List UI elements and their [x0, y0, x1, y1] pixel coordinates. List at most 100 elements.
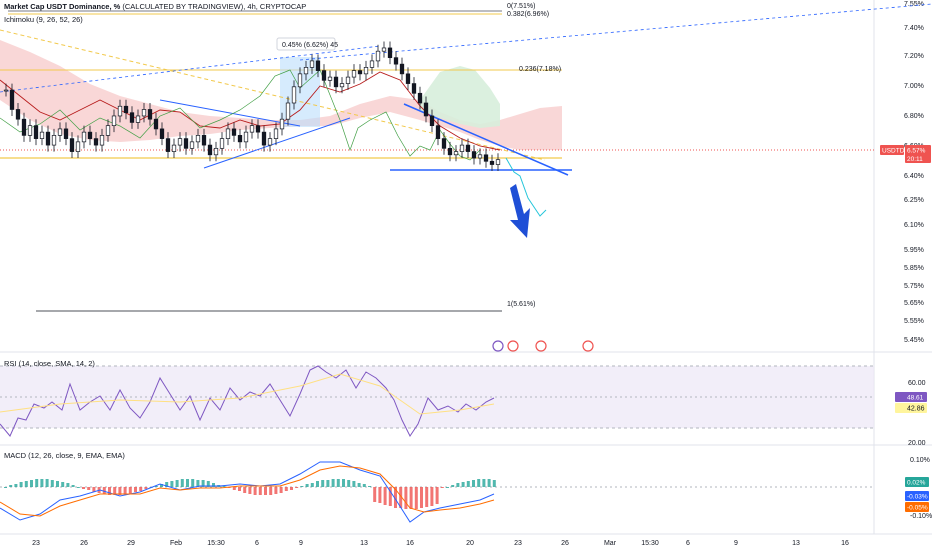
macd-histogram-bar	[383, 487, 387, 505]
candle-body	[123, 105, 129, 114]
rsi-tick-label: 20.00	[908, 440, 926, 447]
macd-histogram-bar	[300, 486, 304, 487]
candle-body	[159, 128, 165, 139]
price-tick-label: 5.55%	[904, 318, 924, 325]
macd-histogram-bar	[456, 483, 460, 487]
macd-histogram-bar	[295, 487, 299, 488]
macd-histogram-bar	[160, 484, 163, 487]
candle-body	[255, 125, 261, 133]
candle-body	[201, 135, 207, 146]
macd-histogram-bar	[331, 479, 335, 487]
candle-body	[27, 125, 33, 136]
candle-body	[327, 76, 333, 81]
time-tick-label: 13	[792, 540, 800, 547]
dashed-trend-line-long	[299, 3, 932, 61]
fib-label-0382: 0.382(6.96%)	[507, 11, 549, 18]
macd-histogram-bar	[477, 479, 481, 487]
candle-body	[465, 144, 471, 152]
rsi-tag-bg	[895, 392, 927, 402]
candle-body	[171, 144, 177, 152]
macd-histogram-bar	[134, 487, 137, 492]
macd-histogram-bar	[45, 479, 49, 487]
macd-histogram-bar	[284, 487, 288, 491]
macd-histogram-bar	[482, 479, 486, 487]
macd-histogram-bar	[357, 483, 361, 487]
time-tick-label: 9	[734, 540, 738, 547]
candle-body	[381, 47, 387, 52]
bearish-arrow	[510, 184, 530, 238]
macd-histogram-bar	[487, 479, 491, 487]
candle-body	[105, 125, 111, 136]
macd-histogram-bar	[352, 481, 356, 487]
candle-body	[303, 67, 309, 75]
macd-legend[interactable]: MACD (12, 26, close, 9, EMA, EMA)	[4, 451, 125, 460]
candle-body	[351, 70, 357, 78]
macd-histogram-bar	[420, 487, 423, 508]
time-tick-label: 29	[127, 540, 135, 547]
candle-body	[57, 128, 63, 136]
rsi-sma-value-tag: 42.86	[907, 406, 925, 413]
fib-label-0236: 0.236(7.18%)	[519, 66, 561, 73]
macd-histogram-bar	[118, 487, 122, 495]
price-tag: 6.57%	[907, 148, 926, 155]
candle-body	[45, 131, 51, 146]
macd-histogram-bar	[24, 481, 28, 487]
event-economic-icon	[535, 340, 547, 352]
macd-histogram-bar	[113, 487, 117, 495]
price-tick-label: 7.55%	[904, 1, 924, 8]
macd-signal-tag-bg	[905, 502, 929, 512]
macd-histogram-bar	[451, 485, 455, 487]
candle-body	[411, 83, 417, 94]
candle-body	[333, 76, 339, 88]
macd-histogram-bar	[238, 487, 241, 491]
macd-histogram-bar	[466, 481, 470, 487]
candle-body	[285, 102, 291, 120]
candle-body	[405, 73, 411, 84]
candle-body	[267, 138, 273, 146]
macd-histogram-bar	[35, 479, 39, 487]
candle-body	[15, 109, 21, 120]
rsi-sma-tag-bg	[895, 403, 927, 413]
macd-histogram-bar	[368, 486, 371, 487]
candle-body	[225, 128, 231, 139]
event-economic-icon	[582, 340, 594, 352]
macd-histogram-bar	[4, 487, 7, 488]
candle-body	[21, 118, 27, 136]
candle-body	[345, 76, 351, 84]
price-tick-label: 6.40%	[904, 173, 924, 180]
macd-histogram-bar	[87, 487, 91, 490]
price-tick-label: 5.45%	[904, 337, 924, 344]
rsi-tick-label: 60.00	[908, 380, 926, 387]
rsi-legend[interactable]: RSI (14, close, SMA, 14, 2)	[4, 359, 95, 368]
triangle-upper-left	[159, 99, 301, 127]
candle-body	[375, 50, 381, 62]
ichimoku-legend[interactable]: Ichimoku (9, 26, 52, 26)	[4, 15, 83, 24]
candle-body	[339, 83, 345, 88]
candle-body	[39, 131, 45, 139]
time-tick-label: 23	[514, 540, 522, 547]
candle-body	[111, 115, 117, 127]
candle-body	[489, 160, 495, 165]
macd-histogram-bar	[310, 483, 314, 487]
macd-histogram-bar	[123, 487, 127, 494]
candle-body	[117, 105, 123, 117]
price-tick-label: 5.75%	[904, 283, 924, 290]
macd-histogram-bar	[243, 487, 247, 493]
candle-body	[87, 131, 93, 139]
event-lightning-icon	[492, 340, 504, 352]
macd-histogram-bar	[248, 487, 252, 494]
ichimoku-cloud-bullish	[420, 66, 500, 128]
candle-body	[453, 151, 459, 156]
candle-body	[495, 159, 501, 165]
price-tick-label: 7.40%	[904, 25, 924, 32]
macd-histogram-bar	[92, 487, 96, 492]
ichimoku-cloud-bearish	[0, 40, 562, 150]
candle-body	[429, 115, 435, 127]
price-tick-label: 7.20%	[904, 53, 924, 60]
candle-body	[309, 60, 315, 68]
candle-body	[483, 154, 489, 162]
projection-path	[505, 157, 547, 217]
macd-histogram-bar	[139, 487, 143, 491]
candle-body	[435, 125, 441, 139]
